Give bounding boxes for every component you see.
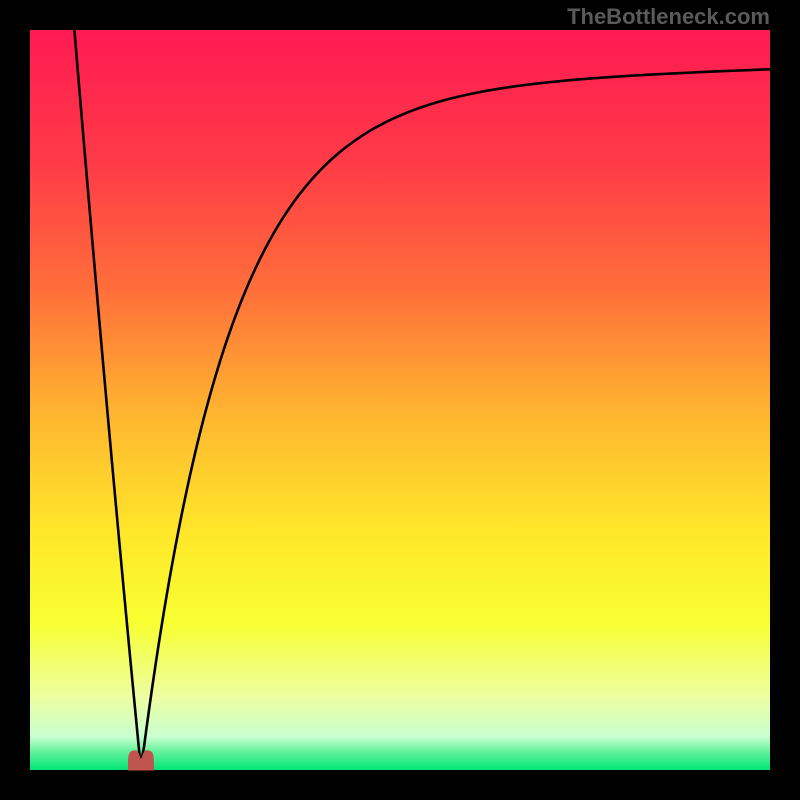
watermark-text: TheBottleneck.com <box>567 4 770 30</box>
chart-svg <box>0 0 800 800</box>
chart-container: TheBottleneck.com <box>0 0 800 800</box>
plot-gradient-bg <box>30 30 770 770</box>
